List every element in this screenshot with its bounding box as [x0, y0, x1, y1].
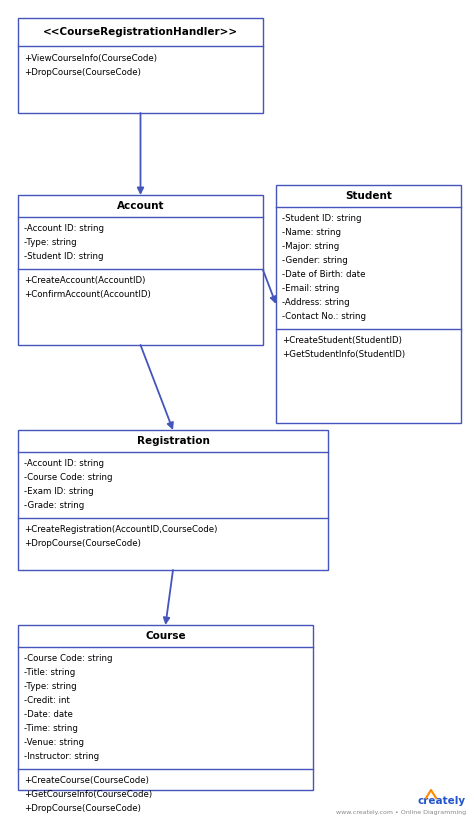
Text: +GetStudentInfo(StudentID): +GetStudentInfo(StudentID) [282, 350, 405, 359]
Text: www.creately.com • Online Diagramming: www.creately.com • Online Diagramming [336, 810, 466, 815]
Text: -Date: date: -Date: date [24, 710, 73, 719]
Bar [18, 430, 328, 570]
Text: +ConfirmAccount(AccountID): +ConfirmAccount(AccountID) [24, 290, 151, 299]
Text: -Title: string: -Title: string [24, 668, 75, 677]
Text: -Account ID: string: -Account ID: string [24, 224, 104, 233]
Text: <<CourseRegistrationHandler>>: <<CourseRegistrationHandler>> [43, 27, 238, 37]
Text: -Address: string: -Address: string [282, 298, 350, 307]
Bar [18, 18, 263, 113]
Text: +CreateStudent(StudentID): +CreateStudent(StudentID) [282, 336, 402, 345]
Text: -Student ID: string: -Student ID: string [282, 214, 362, 223]
Text: -Grade: string: -Grade: string [24, 501, 84, 510]
Text: -Type: string: -Type: string [24, 238, 77, 247]
Text: creately: creately [418, 796, 466, 806]
Text: -Account ID: string: -Account ID: string [24, 459, 104, 468]
Text: -Major: string: -Major: string [282, 242, 339, 251]
Text: Course: Course [145, 631, 186, 641]
Text: -Student ID: string: -Student ID: string [24, 252, 103, 261]
Text: -Instructor: string: -Instructor: string [24, 752, 99, 761]
Text: Account: Account [117, 201, 164, 211]
Text: -Type: string: -Type: string [24, 682, 77, 691]
Text: +CreateAccount(AccountID): +CreateAccount(AccountID) [24, 276, 146, 285]
Text: -Contact No.: string: -Contact No.: string [282, 312, 366, 321]
Text: +CreateCourse(CourseCode): +CreateCourse(CourseCode) [24, 776, 149, 785]
Text: -Time: string: -Time: string [24, 724, 78, 733]
Bar [18, 625, 313, 790]
Text: -Exam ID: string: -Exam ID: string [24, 487, 94, 496]
Text: -Course Code: string: -Course Code: string [24, 654, 112, 663]
Bar [18, 195, 263, 345]
Text: +GetCourseInfo(CourseCode): +GetCourseInfo(CourseCode) [24, 790, 152, 799]
Text: Student: Student [345, 191, 392, 201]
Text: +DropCourse(CourseCode): +DropCourse(CourseCode) [24, 804, 141, 813]
Text: +DropCourse(CourseCode): +DropCourse(CourseCode) [24, 68, 141, 77]
Text: +ViewCourseInfo(CourseCode): +ViewCourseInfo(CourseCode) [24, 54, 157, 63]
Text: -Course Code: string: -Course Code: string [24, 473, 112, 482]
Text: -Date of Birth: date: -Date of Birth: date [282, 270, 365, 279]
Text: -Credit: int: -Credit: int [24, 696, 70, 705]
Text: -Email: string: -Email: string [282, 284, 339, 293]
Text: -Name: string: -Name: string [282, 228, 341, 237]
Text: -Venue: string: -Venue: string [24, 738, 84, 747]
Text: +DropCourse(CourseCode): +DropCourse(CourseCode) [24, 539, 141, 548]
Text: +CreateRegistration(AccountID,CourseCode): +CreateRegistration(AccountID,CourseCode… [24, 525, 218, 534]
Text: Registration: Registration [137, 436, 210, 446]
Bar [276, 185, 461, 423]
Text: -Gender: string: -Gender: string [282, 256, 348, 265]
